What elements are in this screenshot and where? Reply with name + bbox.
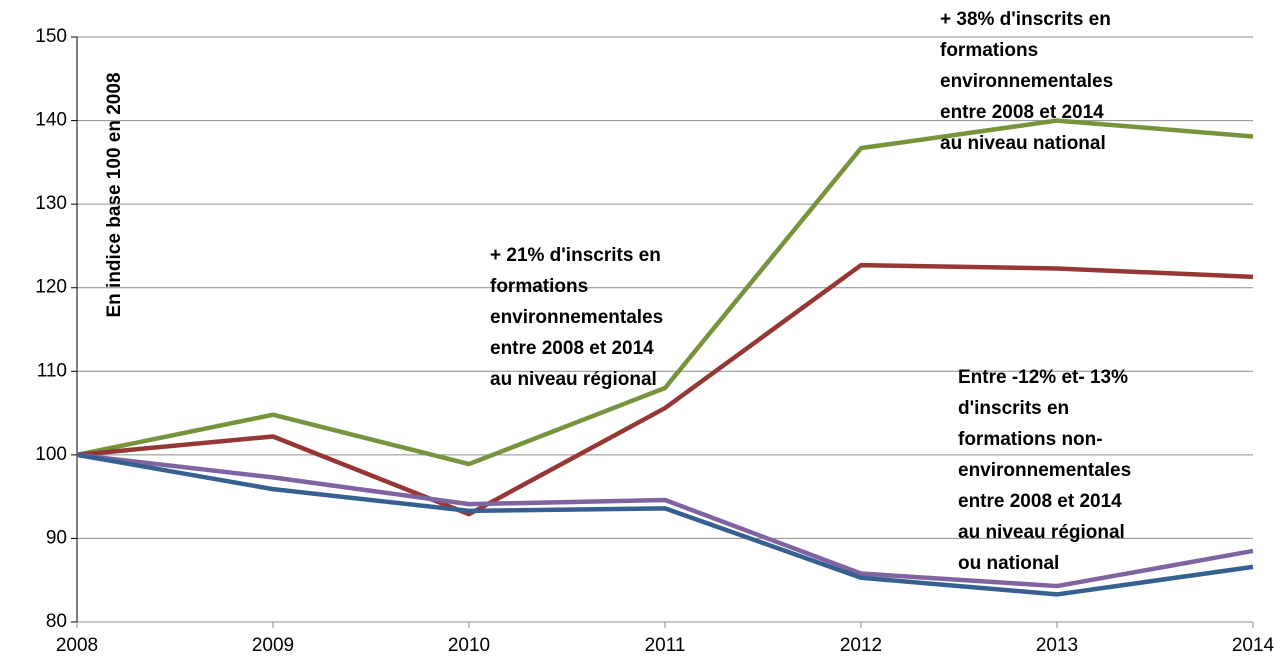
annotation: entre 2008 et 2014	[958, 491, 1122, 512]
annotation: + 21% d'inscrits en	[490, 245, 661, 266]
y-tick-label: 120	[35, 277, 67, 298]
y-tick-label: 130	[35, 193, 67, 214]
annotation: environnementales	[958, 460, 1131, 481]
annotation: environnementales	[940, 71, 1113, 92]
x-tick-label: 2011	[645, 635, 686, 656]
y-tick-label: 140	[35, 110, 67, 131]
annotation: + 38% d'inscrits en	[940, 9, 1111, 30]
series-line	[76, 452, 1254, 589]
y-tick-label: 110	[37, 360, 67, 381]
annotation: environnementales	[490, 307, 663, 328]
annotation: au niveau national	[940, 133, 1106, 154]
annotation: formations non-	[958, 429, 1103, 450]
annotation: au niveau régional	[958, 522, 1125, 543]
x-tick-label: 2008	[56, 635, 98, 656]
annotation: formations	[490, 276, 588, 297]
annotation: entre 2008 et 2014	[490, 338, 654, 359]
y-tick-label: 150	[35, 26, 67, 47]
x-tick-label: 2013	[1036, 635, 1078, 656]
annotation: au niveau régional	[490, 369, 657, 390]
series-line	[76, 262, 1254, 517]
x-tick-label: 2009	[252, 635, 294, 656]
annotation: formations	[940, 40, 1038, 61]
y-axis-label: En indice base 100 en 2008	[104, 72, 125, 317]
annotation: entre 2008 et 2014	[940, 102, 1104, 123]
annotation: ou national	[958, 553, 1059, 574]
x-tick-label: 2014	[1232, 635, 1275, 656]
annotation: Entre -12% et- 13%	[958, 367, 1128, 388]
series-line	[76, 452, 1254, 597]
annotation: d'inscrits en	[958, 398, 1069, 419]
x-tick-label: 2012	[840, 635, 882, 656]
y-tick-label: 80	[46, 611, 67, 632]
x-tick-label: 2010	[448, 635, 490, 656]
series-line	[76, 118, 1254, 467]
y-tick-label: 90	[46, 527, 67, 548]
y-tick-label: 100	[35, 444, 67, 465]
